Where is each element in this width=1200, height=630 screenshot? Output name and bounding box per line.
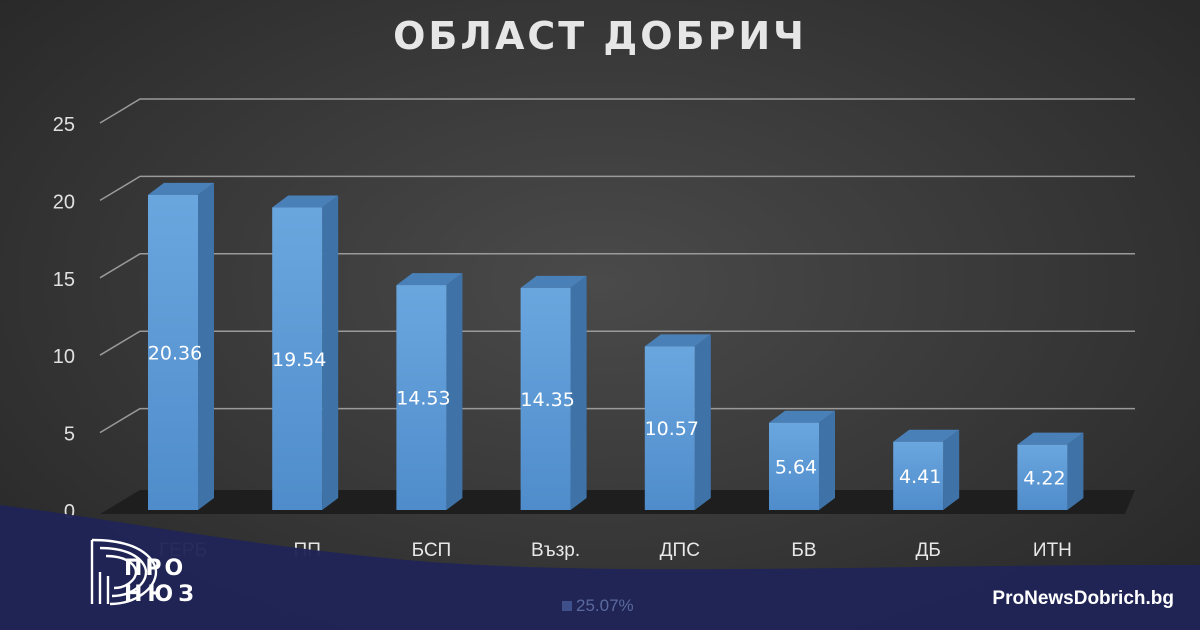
bar-front: [520, 287, 571, 510]
bar-side: [446, 273, 463, 510]
gridline: [99, 407, 1135, 434]
bar-side: [694, 334, 711, 510]
x-tick-label: БСП: [412, 540, 452, 561]
chart-floor: [100, 490, 1135, 514]
bar-front: [396, 285, 447, 510]
bar: [272, 195, 339, 510]
bar: [1017, 432, 1084, 510]
gridline: [99, 175, 1135, 202]
x-tick-label: Възр.: [531, 540, 580, 561]
brand-logo-line1: ПРО: [124, 556, 187, 581]
bar: [396, 273, 463, 510]
floor-plane: [100, 490, 1135, 514]
brand-logo-icon: [90, 538, 158, 606]
gridline: [99, 253, 1135, 279]
x-tick-label: ДБ: [916, 540, 941, 561]
brand-logo-line2: НЮЗ: [124, 582, 199, 607]
bar: [769, 410, 835, 510]
data-label: 19.54: [272, 349, 326, 371]
bar: [644, 334, 711, 510]
y-tick-label: 0: [64, 501, 75, 523]
bar-front: [1017, 444, 1068, 510]
bar-side: [819, 410, 835, 510]
chart-title: ОБЛАСТ ДОБРИЧ: [393, 14, 807, 58]
data-label: 4.41: [899, 466, 941, 488]
bar: [148, 182, 214, 510]
y-tick-label: 20: [53, 191, 75, 213]
bar-side: [322, 195, 339, 510]
bar: [520, 275, 587, 510]
legend-text: 25.07%: [576, 596, 634, 615]
bar-front: [893, 441, 944, 510]
legend-swatch: [562, 601, 572, 611]
bar-side: [943, 429, 960, 510]
bar-top: [396, 273, 463, 286]
site-name[interactable]: ProNewsDobrich.bg: [992, 588, 1174, 609]
gridline: [99, 330, 1135, 356]
x-tick-label: БВ: [791, 540, 816, 561]
bar-side: [198, 182, 214, 510]
gridlines: [99, 98, 1135, 434]
bar-front: [272, 207, 323, 510]
data-label: 14.53: [396, 388, 450, 410]
x-tick-label: ДПС: [660, 540, 700, 561]
bar-front: [644, 346, 695, 510]
bar-top: [272, 195, 339, 208]
bar-front: [148, 194, 198, 510]
data-label: 4.22: [1023, 467, 1065, 489]
bar-top: [893, 429, 960, 442]
bar-top: [520, 275, 587, 288]
bar-side: [570, 275, 587, 510]
bar: [893, 429, 960, 510]
bars: [148, 182, 1084, 510]
data-label: 14.35: [520, 389, 574, 411]
data-label: 5.64: [775, 456, 817, 478]
bar-front: [769, 422, 819, 510]
data-label: 20.36: [148, 342, 202, 364]
bar-side: [1067, 432, 1084, 510]
data-labels: 20.36 19.54 14.53 14.35 10.57 5.64 4.41 4.22: [148, 342, 1066, 489]
bar-top: [1017, 432, 1084, 445]
y-axis-ticks: 0 5 10 15 20 25: [53, 114, 75, 523]
y-tick-label: 25: [53, 114, 75, 136]
y-tick-label: 10: [53, 346, 75, 368]
x-tick-label: ИТН: [1033, 540, 1072, 561]
y-tick-label: 15: [53, 269, 75, 291]
data-label: 10.57: [645, 418, 699, 440]
bar-top: [769, 410, 835, 423]
legend: 25.07%: [562, 596, 634, 616]
bar-top: [148, 182, 214, 195]
y-tick-label: 5: [64, 424, 75, 446]
bar-top: [644, 334, 711, 347]
gridline: [99, 98, 1135, 124]
